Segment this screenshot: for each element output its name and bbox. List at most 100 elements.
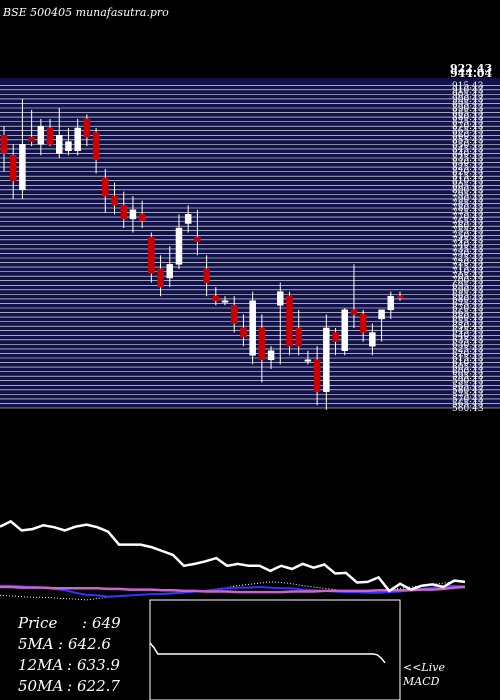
candle	[323, 314, 330, 410]
candlestick-series	[0, 98, 404, 410]
tick-label: 755.43	[452, 227, 484, 237]
candle	[138, 200, 146, 228]
ma5-colon: :	[58, 635, 63, 653]
price-value: 649	[92, 614, 121, 632]
candle-body	[230, 305, 238, 324]
candle-body	[19, 144, 26, 191]
tick-label: 620.43	[452, 349, 484, 359]
ma-short-line	[0, 519, 466, 593]
candle	[37, 118, 45, 156]
tick-label: 630.43	[452, 340, 484, 350]
tick-label: 585.43	[452, 381, 484, 391]
candle-body	[323, 327, 330, 392]
candle	[157, 255, 164, 297]
candle	[74, 118, 81, 156]
tick-label: 660.43	[452, 313, 484, 323]
tick-label: 810.43	[452, 177, 484, 187]
candle-body	[46, 127, 54, 145]
tick-label: 890.43	[452, 104, 484, 114]
candle-body	[203, 268, 210, 283]
candle-body	[350, 309, 358, 315]
chart-title: BSE 500405 munafasutra.pro	[2, 6, 169, 19]
candle	[277, 282, 284, 365]
tick-label: 850.43	[452, 140, 484, 150]
tick-label: 705.43	[452, 272, 484, 282]
tick-label: 735.43	[452, 245, 484, 255]
tick-label: 830.43	[452, 159, 484, 169]
ma50-label: 50MA	[18, 677, 63, 695]
candle	[378, 309, 385, 342]
tick-label: 840.43	[452, 149, 484, 159]
candle-body	[221, 300, 229, 303]
candle	[92, 128, 100, 174]
candle-body	[194, 236, 201, 242]
ma5-value: 642.6	[68, 635, 111, 653]
tick-label: 805.43	[452, 181, 484, 191]
candle	[396, 291, 404, 301]
tick-label: 780.43	[452, 204, 484, 214]
candle	[184, 205, 192, 233]
candle	[148, 232, 155, 283]
candle-body	[369, 332, 376, 347]
candle	[267, 346, 275, 369]
top-tick-label: 922.43	[450, 62, 492, 75]
candle-body	[184, 214, 192, 224]
candle	[0, 126, 8, 172]
candle	[166, 246, 174, 288]
tick-label: 910.43	[452, 86, 484, 96]
candle	[111, 182, 118, 215]
candle	[341, 308, 348, 356]
tick-label: 745.43	[452, 236, 484, 246]
candle-body	[56, 135, 63, 154]
tick-label: 845.43	[452, 145, 484, 155]
live-label: <<Live	[403, 661, 445, 674]
tick-label: 740.43	[452, 240, 484, 250]
candle	[28, 109, 35, 147]
tick-label: 800.43	[452, 186, 484, 196]
ma5-label: 5MA	[18, 635, 54, 653]
tick-label: 615.43	[452, 354, 484, 364]
tick-label: 820.43	[452, 168, 484, 178]
tick-label: 560.43	[452, 404, 484, 414]
candle	[212, 287, 220, 306]
ma50-value: 622.7	[77, 677, 120, 695]
tick-label: 665.43	[452, 309, 484, 319]
tick-label: 860.43	[452, 131, 484, 141]
candle-body	[74, 127, 81, 151]
candle-body	[28, 136, 35, 142]
candle	[286, 291, 293, 356]
tick-label: 795.43	[452, 190, 484, 200]
candle-body	[65, 141, 72, 151]
candle	[359, 309, 367, 342]
candle	[19, 98, 26, 199]
tick-label: 765.43	[452, 218, 484, 228]
price-tick-labels: 560.43565.43570.43575.43580.43585.43590.…	[452, 81, 484, 414]
tick-label: 650.43	[452, 322, 484, 332]
candle	[9, 144, 17, 199]
candle	[313, 346, 321, 406]
tick-label: 895.43	[452, 99, 484, 109]
tick-label: 565.43	[452, 399, 484, 409]
candle-body	[212, 295, 220, 301]
tick-label: 700.43	[452, 277, 484, 287]
tick-label: 680.43	[452, 295, 484, 305]
candle	[65, 128, 72, 156]
candle	[350, 264, 358, 328]
candle-body	[240, 327, 247, 338]
tick-label: 865.43	[452, 127, 484, 137]
candle-body	[175, 227, 183, 265]
candle	[221, 296, 229, 306]
tick-label: 915.43	[452, 81, 484, 91]
candle-body	[83, 118, 91, 138]
tick-label: 605.43	[452, 363, 484, 373]
candle-body	[37, 125, 45, 145]
candle-body	[359, 314, 367, 333]
candle-body	[396, 295, 404, 299]
tick-label: 675.43	[452, 299, 484, 309]
candle-body	[102, 177, 109, 197]
price-panel	[0, 78, 500, 408]
candle-body	[267, 350, 275, 361]
candle-body	[166, 264, 174, 279]
ma12-value: 633.9	[77, 656, 120, 674]
